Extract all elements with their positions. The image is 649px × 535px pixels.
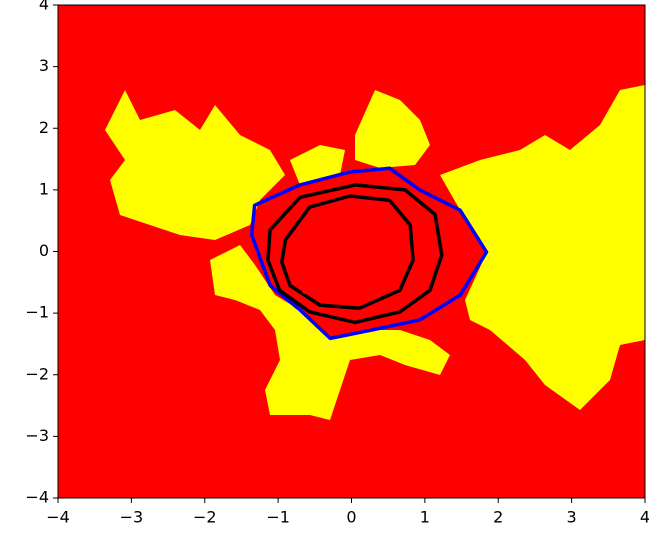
x-tick-label: 4 <box>640 508 649 527</box>
y-tick-label: 0 <box>39 241 49 260</box>
contour-line <box>290 200 402 301</box>
x-tick-label: −1 <box>266 508 290 527</box>
x-tick-label: 1 <box>420 508 430 527</box>
x-tick-label: 0 <box>346 508 356 527</box>
contour-line <box>280 194 415 310</box>
y-tick-label: −2 <box>25 364 49 383</box>
region-blob <box>440 85 645 410</box>
y-tick-label: −4 <box>25 488 49 507</box>
region-blob <box>290 145 345 185</box>
contour-line <box>249 166 489 341</box>
x-tick-label: 3 <box>567 508 577 527</box>
region-blob <box>105 90 285 240</box>
y-tick-label: −3 <box>25 426 49 445</box>
x-tick-label: −4 <box>46 508 70 527</box>
y-tick-label: −1 <box>25 303 49 322</box>
x-tick-label: 2 <box>493 508 503 527</box>
y-tick-label: 4 <box>39 0 49 14</box>
y-tick-label: 2 <box>39 118 49 137</box>
region-blob <box>355 90 430 168</box>
region-blob <box>210 245 450 420</box>
x-tick-label: −2 <box>193 508 217 527</box>
contour-line <box>266 183 444 325</box>
y-tick-label: 3 <box>39 56 49 75</box>
x-tick-label: −3 <box>120 508 144 527</box>
y-tick-label: 1 <box>39 179 49 198</box>
fractal-region <box>105 85 645 420</box>
